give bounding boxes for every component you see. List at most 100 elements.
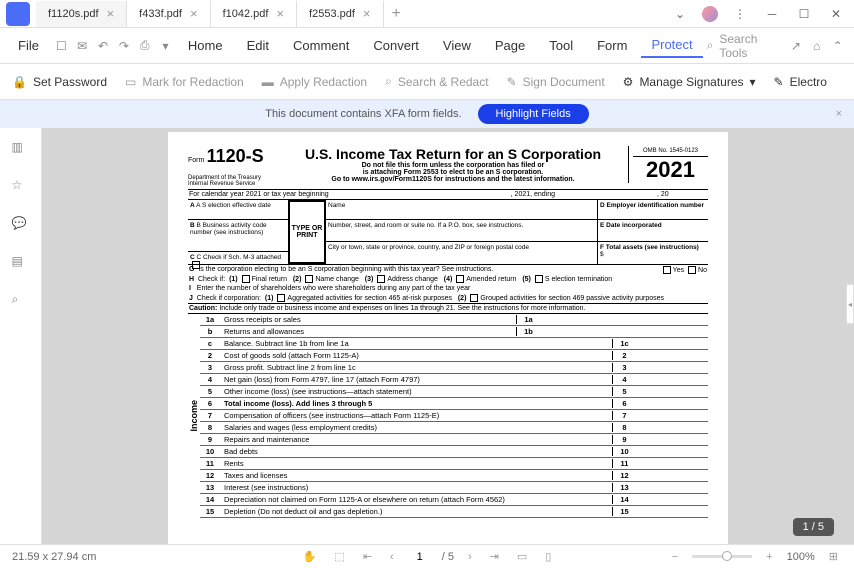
income-row: 13Interest (see instructions)13 <box>200 482 708 494</box>
dropdown-icon[interactable]: ▾ <box>157 36 174 56</box>
close-window-icon[interactable]: ✕ <box>826 7 846 21</box>
box-c: C C Check if Sch. M-3 attached <box>188 252 288 264</box>
maximize-icon[interactable]: ☐ <box>794 7 814 21</box>
form-subtitle1: Do not file this form unless the corpora… <box>278 162 628 169</box>
xfa-banner: This document contains XFA form fields. … <box>0 100 854 128</box>
tab-f1042[interactable]: f1042.pdf × <box>211 1 297 27</box>
form-year: 2021 <box>633 157 708 183</box>
tab-f1120s[interactable]: f1120s.pdf × <box>36 1 127 27</box>
line-i: Enter the number of shareholders who wer… <box>197 285 471 292</box>
close-icon[interactable]: × <box>190 6 198 21</box>
redo-icon[interactable]: ↷ <box>115 36 132 56</box>
hand-tool-icon[interactable]: ✋ <box>299 550 321 563</box>
ai-icon[interactable] <box>702 6 718 22</box>
close-icon[interactable]: × <box>107 6 115 21</box>
chevron-down-icon: ▾ <box>750 75 756 89</box>
menu-convert[interactable]: Convert <box>363 34 429 57</box>
minimize-icon[interactable]: ─ <box>762 7 782 21</box>
search-panel-icon[interactable]: ⌕ <box>12 292 30 310</box>
menu-view[interactable]: View <box>433 34 481 57</box>
income-row: 15Depletion (Do not deduct oil and gas d… <box>200 506 708 518</box>
menu-page[interactable]: Page <box>485 34 535 57</box>
form-subtitle3: Go to www.irs.gov/Form1120S for instruct… <box>278 176 628 183</box>
manage-signatures-button[interactable]: ⚙ Manage Signatures ▾ <box>623 75 756 89</box>
thumbnails-icon[interactable]: ▥ <box>12 140 30 158</box>
menu-tool[interactable]: Tool <box>539 34 583 57</box>
chevron-down-icon[interactable]: ⌄ <box>670 7 690 21</box>
box-a: A A S election effective date <box>188 200 288 220</box>
address-field[interactable]: Number, street, and room or suite no. If… <box>326 220 597 242</box>
page-input[interactable] <box>408 551 432 563</box>
total-pages: / 5 <box>442 551 454 563</box>
zoom-out-icon[interactable]: − <box>668 551 682 563</box>
expand-icon[interactable]: ⌃ <box>829 36 846 56</box>
comment-panel-icon[interactable]: 💬 <box>12 216 30 234</box>
tab-label: f2553.pdf <box>309 8 355 20</box>
search-redact-button[interactable]: ⌕ Search & Redact <box>385 74 488 89</box>
prev-page-icon[interactable]: ‹ <box>386 551 398 563</box>
select-tool-icon[interactable]: ⬚ <box>330 550 348 563</box>
line-g: Is the corporation electing to be an S c… <box>198 266 493 273</box>
file-menu[interactable]: File <box>8 34 49 57</box>
electro-button[interactable]: ✎ Electro <box>774 75 827 89</box>
undo-icon[interactable]: ↶ <box>95 36 112 56</box>
form-subtitle2: is attaching Form 2553 to elect to be an… <box>278 169 628 176</box>
tab-f433f[interactable]: f433f.pdf × <box>127 1 210 27</box>
tab-label: f1042.pdf <box>223 8 269 20</box>
sidebar: ▥ ☆ 💬 ▤ ⌕ <box>0 128 42 544</box>
zoom-slider[interactable] <box>692 555 752 558</box>
share-icon[interactable]: ↗ <box>788 36 805 56</box>
apply-icon: ▬ <box>262 75 274 89</box>
document-area[interactable]: Form 1120-S Department of the Treasury I… <box>42 128 854 544</box>
mark-icon: ▭ <box>125 75 136 89</box>
menu-form[interactable]: Form <box>587 34 637 57</box>
mail-icon[interactable]: ✉ <box>74 36 91 56</box>
first-page-icon[interactable]: ⇤ <box>359 550 376 563</box>
menu-comment[interactable]: Comment <box>283 34 359 57</box>
zoom-label: 100% <box>787 551 815 563</box>
mark-redaction-button[interactable]: ▭ Mark for Redaction <box>125 75 244 89</box>
close-icon[interactable]: × <box>363 6 371 21</box>
page-indicator: 1 / 5 <box>793 518 834 536</box>
expand-right-handle[interactable]: ◂ <box>846 284 854 324</box>
bookmark-icon[interactable]: ☆ <box>12 178 30 196</box>
more-icon[interactable]: ⋮ <box>730 7 750 21</box>
menu-protect[interactable]: Protect <box>641 33 702 58</box>
menu-edit[interactable]: Edit <box>237 34 279 57</box>
sign-document-button[interactable]: ✎ Sign Document <box>507 75 605 89</box>
set-password-button[interactable]: 🔒 Set Password <box>12 75 107 89</box>
income-row: 3Gross profit. Subtract line 2 from line… <box>200 362 708 374</box>
attachments-icon[interactable]: ▤ <box>12 254 30 272</box>
close-icon[interactable]: × <box>276 6 284 21</box>
view-mode-icon[interactable]: ⊞ <box>825 550 842 563</box>
city-field[interactable]: City or town, state or province, country… <box>326 242 597 262</box>
income-row: bReturns and allowances1b <box>200 326 708 338</box>
search-icon: ⌕ <box>707 38 714 53</box>
search-tools[interactable]: ⌕ Search Tools <box>707 32 776 60</box>
highlight-fields-button[interactable]: Highlight Fields <box>478 104 589 124</box>
main-area: ▥ ☆ 💬 ▤ ⌕ ▸ Form 1120-S Department of th… <box>0 128 854 544</box>
income-row: 14Depreciation not claimed on Form 1125-… <box>200 494 708 506</box>
cloud-icon[interactable]: ⌂ <box>808 36 825 56</box>
print-icon[interactable]: ⎙ <box>136 36 153 56</box>
signatures-icon: ⚙ <box>623 75 634 89</box>
add-tab-button[interactable]: + <box>384 5 409 23</box>
zoom-in-icon[interactable]: + <box>762 551 776 563</box>
tab-label: f433f.pdf <box>139 8 182 20</box>
income-row: 10Bad debts10 <box>200 446 708 458</box>
income-label: Income <box>189 400 199 432</box>
apply-redaction-button[interactable]: ▬ Apply Redaction <box>262 75 367 89</box>
close-banner-icon[interactable]: × <box>836 108 842 120</box>
menu-home[interactable]: Home <box>178 34 233 57</box>
income-row: 2Cost of goods sold (attach Form 1125-A)… <box>200 350 708 362</box>
last-page-icon[interactable]: ⇥ <box>486 550 503 563</box>
box-d: D Employer identification number <box>598 200 708 220</box>
tab-f2553[interactable]: f2553.pdf × <box>297 1 383 27</box>
toolbar: 🔒 Set Password ▭ Mark for Redaction ▬ Ap… <box>0 64 854 100</box>
next-page-icon[interactable]: › <box>464 551 476 563</box>
fit-width-icon[interactable]: ▭ <box>513 550 531 563</box>
save-icon[interactable]: ☐ <box>53 36 70 56</box>
fit-page-icon[interactable]: ▯ <box>541 550 555 563</box>
name-field[interactable]: Name <box>326 200 597 220</box>
app-icon[interactable] <box>6 2 30 26</box>
